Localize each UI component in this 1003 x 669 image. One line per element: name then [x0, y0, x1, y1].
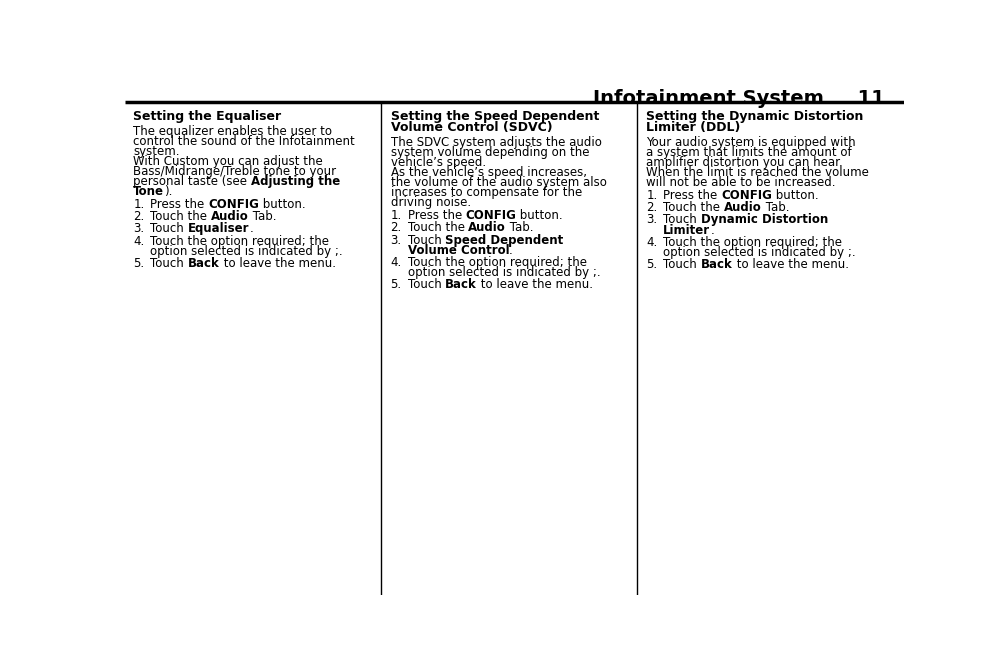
Text: Equaliser: Equaliser: [188, 222, 249, 235]
Text: .: .: [509, 244, 513, 256]
Text: the volume of the audio system also: the volume of the audio system also: [390, 176, 606, 189]
Text: The SDVC system adjusts the audio: The SDVC system adjusts the audio: [390, 136, 601, 149]
Text: Touch: Touch: [150, 222, 188, 235]
Text: 3.: 3.: [646, 213, 657, 227]
Text: Back: Back: [444, 278, 476, 291]
Text: 1.: 1.: [646, 189, 657, 202]
Text: button.: button.: [771, 189, 818, 202]
Text: 3.: 3.: [390, 233, 401, 246]
Text: Back: Back: [700, 258, 732, 271]
Text: ).: ).: [164, 185, 173, 197]
Text: Touch: Touch: [150, 257, 188, 270]
Text: When the limit is reached the volume: When the limit is reached the volume: [646, 166, 869, 179]
Text: 2.: 2.: [133, 210, 144, 223]
Text: Speed Dependent: Speed Dependent: [444, 233, 563, 246]
Text: vehicle’s speed.: vehicle’s speed.: [390, 156, 485, 169]
Text: Press the: Press the: [150, 198, 208, 211]
Text: driving noise.: driving noise.: [390, 196, 470, 209]
Text: to leave the menu.: to leave the menu.: [220, 257, 335, 270]
Text: Setting the Equaliser: Setting the Equaliser: [133, 110, 281, 123]
Text: 2.: 2.: [646, 201, 657, 214]
Text: Touch: Touch: [663, 213, 700, 227]
Text: 5.: 5.: [390, 278, 401, 291]
Text: to leave the menu.: to leave the menu.: [476, 278, 592, 291]
Text: Touch the option required; the: Touch the option required; the: [663, 235, 842, 249]
Text: control the sound of the Infotainment: control the sound of the Infotainment: [133, 134, 355, 148]
Text: Touch: Touch: [407, 278, 444, 291]
Text: Adjusting the: Adjusting the: [251, 175, 340, 187]
Text: 4.: 4.: [646, 235, 657, 249]
Text: system volume depending on the: system volume depending on the: [390, 146, 589, 159]
Text: increases to compensate for the: increases to compensate for the: [390, 186, 581, 199]
Text: Setting the Speed Dependent: Setting the Speed Dependent: [390, 110, 599, 123]
Text: 4.: 4.: [390, 256, 401, 269]
Text: 5.: 5.: [133, 257, 144, 270]
Text: Tab.: Tab.: [249, 210, 276, 223]
Text: option selected is indicated by ;.: option selected is indicated by ;.: [407, 266, 600, 279]
Text: Touch: Touch: [407, 233, 444, 246]
Text: personal taste (see: personal taste (see: [133, 175, 251, 187]
Text: Back: Back: [188, 257, 220, 270]
Text: Touch the option required; the: Touch the option required; the: [150, 235, 329, 248]
Text: Touch the: Touch the: [407, 221, 467, 234]
Text: Touch: Touch: [663, 258, 700, 271]
Text: .: .: [249, 222, 253, 235]
Text: Tab.: Tab.: [761, 201, 788, 214]
Text: Press the: Press the: [663, 189, 720, 202]
Text: 1.: 1.: [390, 209, 401, 222]
Text: CONFIG: CONFIG: [208, 198, 259, 211]
Text: Volume Control (SDVC): Volume Control (SDVC): [390, 122, 552, 134]
Text: Audio: Audio: [211, 210, 249, 223]
Text: As the vehicle’s speed increases,: As the vehicle’s speed increases,: [390, 166, 586, 179]
Text: Tone: Tone: [133, 185, 164, 197]
Text: system.: system.: [133, 145, 180, 158]
Text: Setting the Dynamic Distortion: Setting the Dynamic Distortion: [646, 110, 863, 123]
Text: Limiter: Limiter: [663, 223, 710, 237]
Text: Dynamic Distortion: Dynamic Distortion: [700, 213, 827, 227]
Text: Infotainment System     11: Infotainment System 11: [593, 89, 884, 108]
Text: Touch the: Touch the: [150, 210, 211, 223]
Text: Audio: Audio: [467, 221, 506, 234]
Text: Audio: Audio: [723, 201, 761, 214]
Text: With Custom you can adjust the: With Custom you can adjust the: [133, 155, 323, 168]
Text: a system that limits the amount of: a system that limits the amount of: [646, 146, 852, 159]
Text: Touch the option required; the: Touch the option required; the: [407, 256, 586, 269]
Text: 2.: 2.: [390, 221, 401, 234]
Text: .: .: [710, 223, 713, 237]
Text: CONFIG: CONFIG: [720, 189, 771, 202]
Text: Bass/Midrange/Treble tone to your: Bass/Midrange/Treble tone to your: [133, 165, 336, 177]
Text: button.: button.: [516, 209, 563, 222]
Text: Tab.: Tab.: [506, 221, 533, 234]
Text: Press the: Press the: [407, 209, 465, 222]
Text: The equalizer enables the user to: The equalizer enables the user to: [133, 124, 332, 138]
Text: 1.: 1.: [133, 198, 144, 211]
Text: amplifier distortion you can hear.: amplifier distortion you can hear.: [646, 156, 843, 169]
Text: option selected is indicated by ;.: option selected is indicated by ;.: [150, 245, 343, 258]
Text: 4.: 4.: [133, 235, 144, 248]
Text: Touch the: Touch the: [663, 201, 723, 214]
Text: will not be able to be increased.: will not be able to be increased.: [646, 176, 834, 189]
Text: CONFIG: CONFIG: [465, 209, 516, 222]
Text: 5.: 5.: [646, 258, 657, 271]
Text: Limiter (DDL): Limiter (DDL): [646, 122, 740, 134]
Text: option selected is indicated by ;.: option selected is indicated by ;.: [663, 246, 856, 259]
Text: to leave the menu.: to leave the menu.: [732, 258, 848, 271]
Text: 3.: 3.: [133, 222, 144, 235]
Text: Volume Control: Volume Control: [407, 244, 509, 256]
Text: Your audio system is equipped with: Your audio system is equipped with: [646, 136, 856, 149]
Text: button.: button.: [259, 198, 306, 211]
